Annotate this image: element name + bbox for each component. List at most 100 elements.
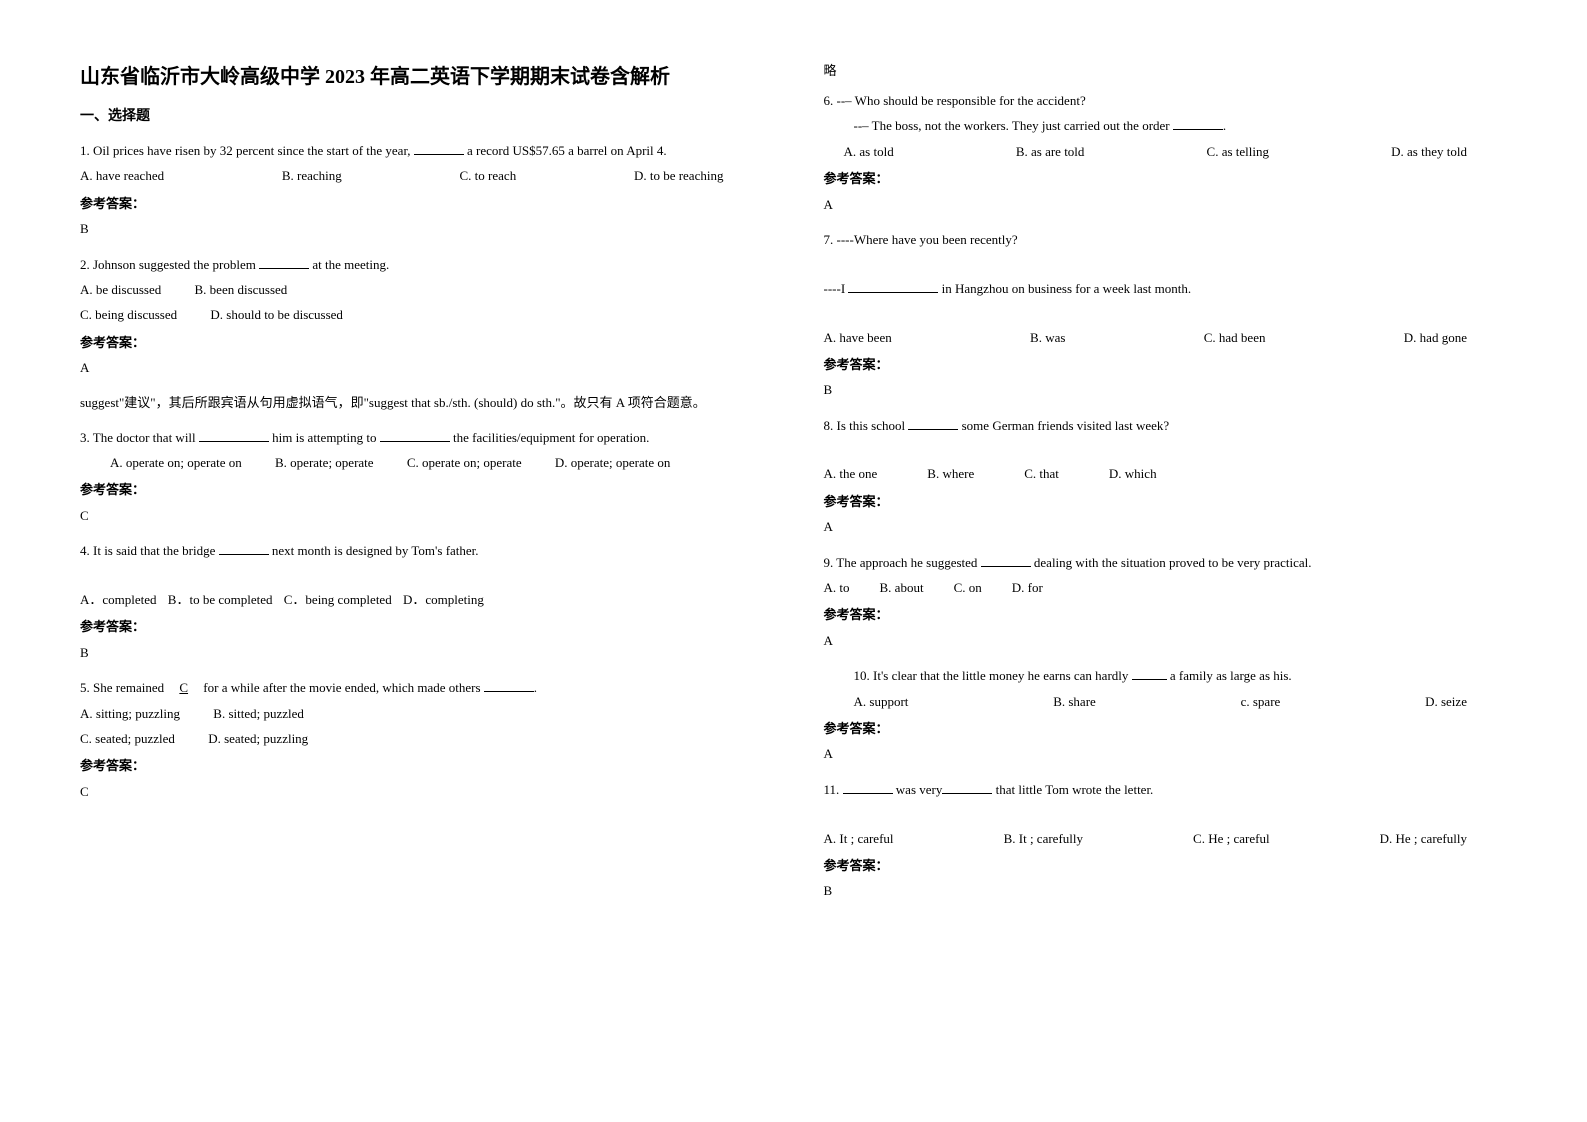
right-column: 略 6. --– Who should be responsible for t…: [824, 60, 1508, 915]
answer-value: A: [824, 515, 1508, 538]
answer-value: A: [824, 193, 1508, 216]
q3-text-c: the facilities/equipment for operation.: [450, 430, 650, 445]
option-c: c. spare: [1241, 690, 1281, 713]
answer-value: B: [80, 641, 764, 664]
option-d: D. seated; puzzling: [208, 727, 308, 750]
option-a: A．completed: [80, 588, 157, 611]
option-a: A. support: [854, 690, 909, 713]
q2-text-a: 2. Johnson suggested the problem: [80, 257, 259, 272]
question-text: 3. The doctor that will him is attemptin…: [80, 426, 764, 449]
q5-mid: C: [167, 680, 200, 695]
blank: [219, 554, 269, 555]
option-b: B. sitted; puzzled: [213, 702, 304, 725]
option-b: B．to be completed: [168, 588, 273, 611]
option-a: A. to: [824, 576, 850, 599]
q4-text-a: 4. It is said that the bridge: [80, 543, 219, 558]
option-d: D. seize: [1425, 690, 1467, 713]
question-text: 1. Oil prices have risen by 32 percent s…: [80, 139, 764, 162]
q10-text-b: a family as large as his.: [1167, 668, 1292, 683]
q10-text-a: 10. It's clear that the little money he …: [854, 668, 1132, 683]
blank: [484, 691, 534, 692]
answer-value: B: [80, 217, 764, 240]
q11-text-a: 11.: [824, 782, 843, 797]
question-text-line2: --– The boss, not the workers. They just…: [854, 114, 1508, 137]
option-d: D. had gone: [1404, 326, 1467, 349]
q3-text-b: him is attempting to: [269, 430, 380, 445]
question-7: 7. ----Where have you been recently? ---…: [824, 228, 1508, 402]
question-text-line1: 6. --– Who should be responsible for the…: [824, 89, 1508, 112]
option-c: C．being completed: [284, 588, 392, 611]
options: A. the one B. where C. that D. which: [824, 462, 1508, 485]
option-a: A. operate on; operate on: [110, 451, 242, 474]
question-3: 3. The doctor that will him is attemptin…: [80, 426, 764, 528]
option-d: D. operate; operate on: [555, 451, 671, 474]
blank: [259, 268, 309, 269]
option-c: C. on: [954, 576, 982, 599]
blank: [848, 292, 938, 293]
options: A. have reached B. reaching C. to reach …: [80, 164, 764, 187]
blank: [942, 793, 992, 794]
option-d: D. He ; carefully: [1380, 827, 1467, 850]
answer-label: 参考答案：: [824, 490, 1508, 513]
option-c: C. to reach: [460, 164, 517, 187]
blank: [908, 429, 958, 430]
option-d: D．completing: [403, 588, 484, 611]
answer-label: 参考答案：: [80, 478, 764, 501]
q1-text-b: a record US$57.65 a barrel on April 4.: [464, 143, 667, 158]
section-header: 一、选择题: [80, 105, 764, 125]
explanation: suggest"建议"，其后所跟宾语从句用虚拟语气，即"suggest that…: [80, 392, 764, 414]
blank: [843, 793, 893, 794]
option-a: A. It ; careful: [824, 827, 894, 850]
option-a: A. as told: [844, 140, 894, 163]
answer-value: C: [80, 504, 764, 527]
answer-label: 参考答案：: [80, 331, 764, 354]
question-8: 8. Is this school some German friends vi…: [824, 414, 1508, 539]
option-b: B. share: [1053, 690, 1096, 713]
question-1: 1. Oil prices have risen by 32 percent s…: [80, 139, 764, 241]
blank: [199, 441, 269, 442]
option-b: B. about: [880, 576, 924, 599]
q3-text-a: 3. The doctor that will: [80, 430, 199, 445]
blank: [981, 566, 1031, 567]
option-c: C. had been: [1204, 326, 1266, 349]
q9-text-a: 9. The approach he suggested: [824, 555, 981, 570]
answer-label: 参考答案：: [824, 854, 1508, 877]
answer-label: 参考答案：: [824, 717, 1508, 740]
q6-text-c: .: [1223, 118, 1226, 133]
question-text: 10. It's clear that the little money he …: [854, 664, 1508, 687]
option-b: B. been discussed: [195, 278, 288, 301]
q7-text-c: in Hangzhou on business for a week last …: [938, 281, 1191, 296]
answer-value: A: [824, 742, 1508, 765]
option-a: A. have been: [824, 326, 892, 349]
answer-value: C: [80, 780, 764, 803]
exam-title: 山东省临沂市大岭高级中学 2023 年高二英语下学期期末试卷含解析: [80, 60, 764, 89]
q5-text-c: .: [534, 680, 537, 695]
answer-value: B: [824, 879, 1508, 902]
option-c: C. being discussed: [80, 303, 177, 326]
q2-text-b: at the meeting.: [309, 257, 389, 272]
option-d: D. which: [1109, 462, 1157, 485]
option-b: B. It ; carefully: [1004, 827, 1083, 850]
question-10: 10. It's clear that the little money he …: [824, 664, 1508, 766]
options: A. operate on; operate on B. operate; op…: [80, 451, 764, 474]
options-row2: C. seated; puzzled D. seated; puzzling: [80, 727, 764, 750]
q4-text-b: next month is designed by Tom's father.: [269, 543, 479, 558]
q9-text-b: dealing with the situation proved to be …: [1031, 555, 1312, 570]
options-row1: A. be discussed B. been discussed: [80, 278, 764, 301]
question-2: 2. Johnson suggested the problem at the …: [80, 253, 764, 414]
q11-text-b: was very: [893, 782, 943, 797]
q8-text-a: 8. Is this school: [824, 418, 909, 433]
blank: [380, 441, 450, 442]
options: A．completed B．to be completed C．being co…: [80, 588, 764, 611]
option-b: B. operate; operate: [275, 451, 374, 474]
option-d: D. should to be discussed: [210, 303, 343, 326]
option-a: A. the one: [824, 462, 878, 485]
option-b: B. reaching: [282, 164, 342, 187]
question-text: 4. It is said that the bridge next month…: [80, 539, 764, 562]
option-a: A. have reached: [80, 164, 164, 187]
option-c: C. that: [1024, 462, 1059, 485]
options-row2: C. being discussed D. should to be discu…: [80, 303, 764, 326]
answer-value: A: [824, 629, 1508, 652]
answer-label: 参考答案：: [824, 167, 1508, 190]
answer-label: 参考答案：: [824, 353, 1508, 376]
